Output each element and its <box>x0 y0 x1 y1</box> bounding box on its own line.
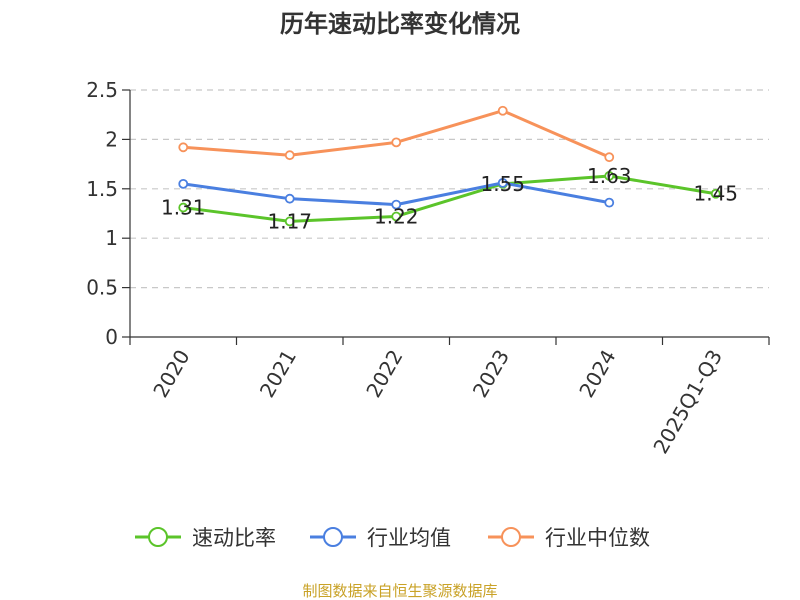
series-point <box>284 216 295 227</box>
legend-marker <box>148 527 168 547</box>
series-point <box>178 178 189 189</box>
y-tick-label: 0 <box>105 325 118 349</box>
series-point <box>178 142 189 153</box>
x-tick-label: 2021 <box>255 346 301 402</box>
y-tick-label: 1.5 <box>86 177 118 201</box>
data-labels: 1.31 1.17 1.22 1.55 1.63 1.45 <box>161 164 738 233</box>
data-label: 1.22 <box>374 204 419 228</box>
series-point <box>497 177 508 188</box>
x-axis-ticks: 2020 2021 2022 2023 2024 2025Q1-Q3 <box>129 337 770 458</box>
series-point <box>604 152 615 163</box>
data-label: 1.45 <box>693 182 738 206</box>
series-point <box>604 171 615 181</box>
series-line-2 <box>183 109 610 159</box>
data-label: 1.55 <box>480 172 525 196</box>
series-point <box>604 197 615 208</box>
data-label: 1.63 <box>587 164 632 188</box>
legend-marker <box>501 527 521 547</box>
legend-label: 行业均值 <box>367 526 451 550</box>
legend-item-2[interactable]: 行业中位数 <box>488 526 650 550</box>
data-label: 1.31 <box>161 196 206 220</box>
legend-label: 行业中位数 <box>545 526 650 550</box>
series-line-0 <box>183 174 716 223</box>
series-point <box>710 188 721 199</box>
y-tick-label: 0.5 <box>86 276 118 300</box>
series-group <box>178 105 721 227</box>
x-tick-label: 2022 <box>361 346 407 402</box>
series-point <box>178 202 189 213</box>
y-axis-ticks: 0 0.5 1 1.5 2 2.5 <box>86 78 130 349</box>
x-tick-label: 2024 <box>574 346 620 402</box>
legend-item-0[interactable]: 速动比率 <box>135 526 276 550</box>
y-tick-label: 2.5 <box>86 78 118 102</box>
grid-lines <box>130 89 769 289</box>
series-point <box>497 105 508 116</box>
series-point <box>391 199 402 210</box>
x-tick-label: 2020 <box>148 346 194 402</box>
y-tick-label: 2 <box>105 127 118 151</box>
series-point <box>284 193 295 204</box>
legend-label: 速动比率 <box>192 526 276 550</box>
series-point <box>391 137 402 148</box>
x-tick-label: 2025Q1-Q3 <box>648 346 727 458</box>
chart-title: 历年速动比率变化情况 <box>280 10 520 38</box>
data-label: 1.17 <box>267 209 312 233</box>
series-point <box>284 150 295 161</box>
legend-item-1[interactable]: 行业均值 <box>310 526 451 550</box>
legend[interactable]: 速动比率 行业均值 行业中位数 <box>135 526 650 550</box>
y-tick-label: 1 <box>105 226 118 250</box>
legend-marker <box>323 527 343 547</box>
x-tick-label: 2023 <box>468 346 514 402</box>
source-note: 制图数据来自恒生聚源数据库 <box>302 582 497 600</box>
series-point <box>391 211 402 222</box>
